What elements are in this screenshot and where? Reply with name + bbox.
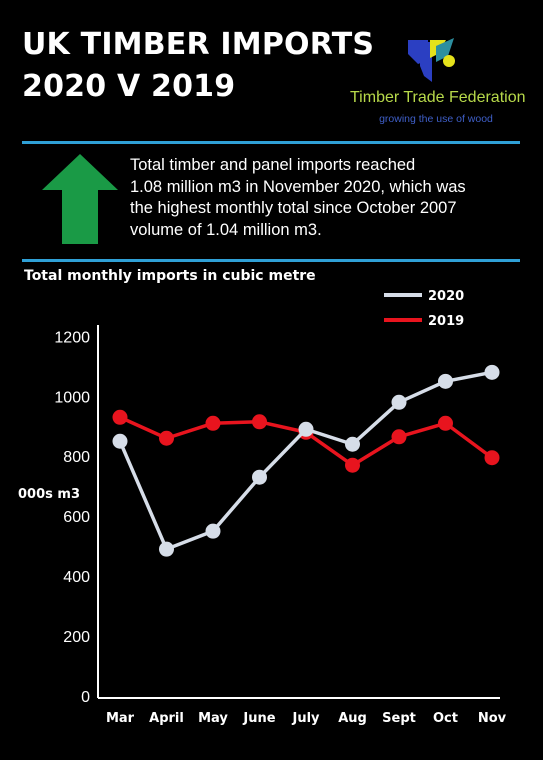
y-tick-label: 400	[63, 569, 90, 586]
data-point-2020	[159, 541, 174, 557]
brand-tagline: growing the use of wood	[379, 113, 493, 125]
series-line-2020	[118, 370, 493, 551]
summary-text: Total timber and panel imports reached 1…	[130, 155, 520, 241]
y-tick-label: 800	[63, 449, 90, 466]
legend-label: 2019	[428, 314, 464, 329]
divider-top	[22, 141, 520, 144]
x-tick-label: Aug	[338, 711, 367, 726]
x-tick-label: April	[149, 711, 184, 726]
x-tick-label: June	[242, 711, 275, 726]
ttf-logo-icon	[408, 38, 455, 82]
y-axis-label: 000s m3	[18, 487, 80, 502]
brand-name: Timber Trade Federation	[350, 89, 526, 106]
data-point-2019	[484, 450, 500, 466]
summary-line: 1.08 million m3 in November 2020, which …	[130, 177, 466, 196]
data-point-2020	[484, 364, 500, 380]
data-point-2019	[112, 409, 128, 425]
x-tick-label: Nov	[478, 711, 507, 726]
data-point-2020	[252, 469, 267, 485]
data-point-2020	[438, 373, 453, 389]
data-point-2020	[298, 421, 314, 437]
summary-line: Total timber and panel imports reached	[130, 156, 416, 174]
data-point-2019	[159, 430, 174, 446]
x-tick-label: May	[198, 711, 228, 726]
y-tick-label: 0	[81, 689, 90, 706]
data-point-2020	[391, 394, 407, 410]
summary-line: the highest monthly total since October …	[130, 199, 457, 217]
summary-line: volume of 1.04 million m3.	[130, 220, 322, 239]
data-point-2020	[112, 433, 128, 449]
chart-title: Total monthly imports in cubic metre	[24, 268, 316, 284]
divider-bottom	[22, 259, 520, 262]
x-tick-label: Sept	[382, 711, 416, 726]
data-point-2019	[391, 429, 407, 445]
x-tick-label: July	[291, 711, 320, 726]
data-point-2020	[205, 523, 221, 539]
data-point-2020	[345, 436, 360, 452]
y-tick-label: 1000	[54, 389, 90, 406]
y-tick-label: 200	[63, 629, 90, 646]
data-point-2019	[205, 415, 221, 431]
up-arrow-icon	[42, 154, 118, 244]
page-title-line-2: 2020 V 2019	[22, 69, 236, 104]
page-title: UK TIMBER IMPORTS 2020 V 2019	[22, 24, 374, 108]
y-tick-label: 600	[63, 509, 90, 526]
x-tick-label: Mar	[106, 711, 135, 726]
data-point-2019	[438, 415, 453, 431]
y-tick-label: 1200	[54, 329, 90, 346]
data-point-2019	[345, 457, 360, 473]
data-point-2019	[252, 414, 267, 430]
x-tick-label: Oct	[433, 711, 458, 726]
page-title-line-1: UK TIMBER IMPORTS	[22, 27, 375, 62]
legend-label: 2020	[428, 289, 464, 304]
